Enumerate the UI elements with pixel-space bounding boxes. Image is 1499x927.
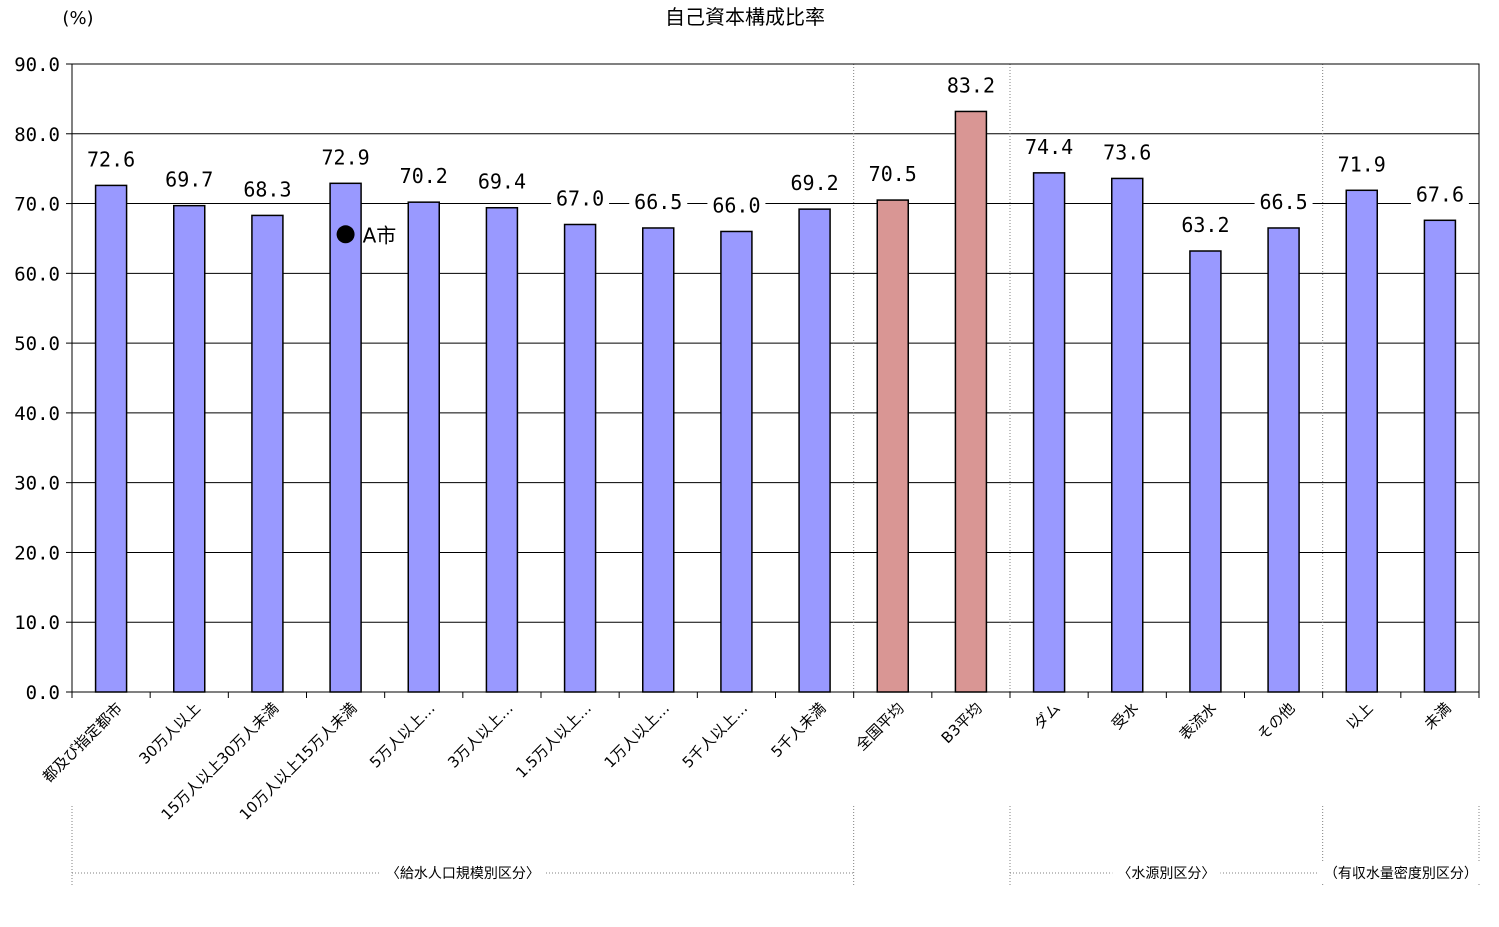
data-label-bg <box>472 169 531 194</box>
data-label-bg <box>1020 134 1079 159</box>
y-tick-label: 90.0 <box>14 54 60 76</box>
marker-dot <box>336 225 355 244</box>
category-label: 全国平均 <box>852 699 907 754</box>
bar <box>563 223 597 693</box>
category-label: 3万人以上… <box>444 699 517 772</box>
data-label-bg <box>863 162 922 187</box>
bar <box>329 182 362 693</box>
category-label: その他 <box>1254 699 1299 744</box>
y-tick-label: 0.0 <box>26 682 60 704</box>
group-label-bg <box>380 863 545 883</box>
category-label: 5千人以上… <box>679 699 752 772</box>
group-label: 〈水源別区分〉 <box>1117 866 1215 882</box>
category-label: 5千人未満 <box>768 699 830 761</box>
bar <box>1267 227 1300 693</box>
data-label-bg <box>629 189 688 214</box>
y-tick-label: 30.0 <box>14 473 60 495</box>
data-label: 63.2 <box>1181 213 1229 237</box>
data-label-bg <box>82 147 141 172</box>
data-label: 66.0 <box>712 193 760 217</box>
data-label: 70.5 <box>869 162 917 186</box>
category-label: 30万人以上 <box>135 699 204 768</box>
bar <box>954 110 988 693</box>
data-label-bg <box>316 145 375 170</box>
data-label-bg <box>1176 213 1235 238</box>
chart-title: 自己資本構成比率 <box>665 5 825 29</box>
category-label: 表流水 <box>1176 699 1221 744</box>
bar <box>94 184 128 693</box>
category-label: B3平均 <box>938 699 986 747</box>
data-label-bg <box>160 167 219 192</box>
category-label: 都及び指定都市 <box>39 699 126 786</box>
data-label-bg <box>394 164 453 189</box>
data-label: 74.4 <box>1025 135 1073 159</box>
category-label: 受水 <box>1108 699 1142 733</box>
data-label: 68.3 <box>243 177 291 201</box>
y-tick-label: 40.0 <box>14 403 60 425</box>
category-label: ダム <box>1030 699 1064 733</box>
data-label: 70.2 <box>400 164 448 188</box>
data-label-bg <box>785 171 844 196</box>
category-label: 1万人以上… <box>601 699 674 772</box>
y-tick-label: 60.0 <box>14 263 60 285</box>
group-label: （有収水量密度別区分） <box>1324 865 1478 882</box>
bar <box>173 204 206 693</box>
data-label-bg <box>551 186 610 211</box>
bar <box>642 227 675 693</box>
data-label: 67.0 <box>556 186 604 210</box>
y-tick-label: 50.0 <box>14 333 60 355</box>
bar <box>876 199 909 693</box>
category-label: 1.5万人以上… <box>512 699 595 782</box>
data-label-bg <box>1098 140 1157 165</box>
category-label: 未満 <box>1421 699 1455 733</box>
bar <box>1032 172 1066 693</box>
data-label-bg <box>1410 182 1469 207</box>
data-label: 72.6 <box>87 147 135 171</box>
y-axis-unit: (%) <box>62 8 93 29</box>
data-label-bg <box>707 193 766 218</box>
y-tick-label: 80.0 <box>14 124 60 146</box>
data-label: 69.4 <box>478 170 526 194</box>
group-label-bg <box>1112 863 1221 883</box>
data-label-bg <box>238 177 297 202</box>
data-label: 66.5 <box>634 190 682 214</box>
data-label: 72.9 <box>321 145 369 169</box>
data-label: 69.2 <box>790 171 838 195</box>
y-tick-label: 70.0 <box>14 194 60 216</box>
marker-label: A市 <box>363 223 397 247</box>
data-label-bg <box>941 73 1000 98</box>
y-tick-label: 10.0 <box>14 612 60 634</box>
bar <box>485 206 519 693</box>
bar <box>720 230 753 693</box>
category-label: 以上 <box>1343 699 1377 733</box>
data-label-bg <box>1332 152 1391 177</box>
bar <box>407 201 440 693</box>
bar <box>251 214 284 693</box>
bar <box>1345 189 1378 693</box>
bar <box>1189 250 1222 693</box>
group-label: 〈給水人口規模別区分〉 <box>386 866 540 882</box>
y-tick-label: 20.0 <box>14 542 60 564</box>
data-label: 66.5 <box>1259 190 1307 214</box>
data-label: 83.2 <box>947 73 995 97</box>
data-label: 71.9 <box>1338 152 1386 176</box>
data-label: 73.6 <box>1103 140 1151 164</box>
category-label: 5万人以上… <box>366 699 439 772</box>
bar <box>1423 219 1457 693</box>
data-label: 67.6 <box>1416 182 1464 206</box>
bar <box>1111 177 1144 693</box>
bar <box>798 208 831 693</box>
data-label: 69.7 <box>165 168 213 192</box>
data-label-bg <box>1254 189 1313 214</box>
group-label-bg <box>1318 863 1483 883</box>
